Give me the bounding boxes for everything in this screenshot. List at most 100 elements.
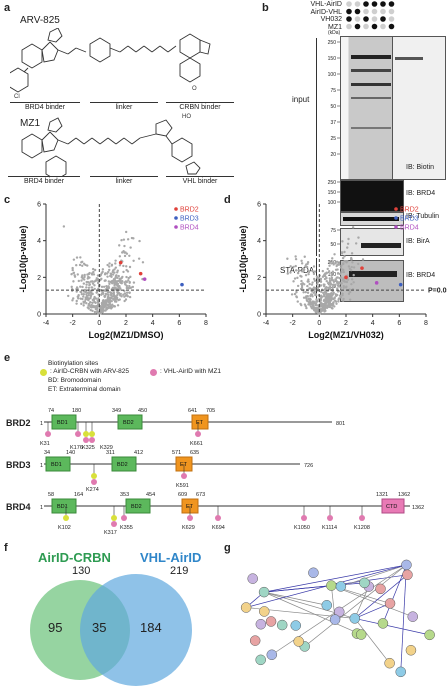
venn-circle-vhl-airid <box>80 574 192 686</box>
data-point <box>311 281 314 284</box>
ib-brd4-pda: IB: BRD4 <box>406 272 436 279</box>
condition-dot <box>354 23 361 30</box>
y-tick-label: 4 <box>257 238 261 245</box>
y-axis-title: -Log10(p-value) <box>238 225 248 292</box>
condition-dot <box>380 16 386 22</box>
data-point <box>286 257 289 260</box>
data-point <box>104 272 107 275</box>
brd2-end: 801 <box>336 421 345 427</box>
brd3-start: 1 <box>40 463 43 469</box>
panel-e-label: e <box>4 352 11 364</box>
data-point <box>335 276 338 279</box>
brd4-site: K694 <box>212 525 225 531</box>
string-network <box>240 559 435 678</box>
network-node <box>255 654 266 666</box>
data-point <box>114 259 117 262</box>
data-point <box>296 300 299 303</box>
data-point <box>125 275 128 279</box>
mz1-vhl-binder-label: VHL binder <box>166 176 234 185</box>
data-point <box>326 296 329 299</box>
condition-dot <box>380 23 386 30</box>
mw-marker-label: 75 <box>330 88 336 94</box>
data-point <box>101 270 104 274</box>
data-point <box>337 298 340 301</box>
data-point <box>103 295 107 299</box>
y-tick-label: 2 <box>37 275 41 282</box>
data-point <box>111 270 114 274</box>
data-point <box>282 266 286 269</box>
domain-diagram: BRD2 1 801 BD1 BD2 ET 74 180 349 450 641… <box>6 408 424 536</box>
data-point <box>93 284 96 287</box>
brd4-ctd <box>381 498 405 514</box>
data-point <box>125 280 128 284</box>
data-point <box>130 236 134 240</box>
data-point <box>336 287 339 290</box>
data-point <box>81 285 84 289</box>
data-point <box>310 302 313 306</box>
data-point <box>328 295 332 299</box>
panel-d-label: d <box>224 194 231 206</box>
network-node <box>395 666 406 678</box>
data-point <box>339 276 343 279</box>
data-point <box>299 302 302 306</box>
data-point <box>328 260 331 264</box>
legend-label: BRD4 <box>180 225 199 232</box>
data-point <box>123 292 127 295</box>
data-point <box>115 274 118 277</box>
data-point <box>106 275 109 278</box>
panel-c-label: c <box>4 194 11 206</box>
data-point <box>293 277 297 280</box>
data-point <box>120 239 123 242</box>
brd3-name: BRD3 <box>6 460 31 470</box>
data-point <box>332 263 335 266</box>
data-point <box>110 282 114 285</box>
brd3-num: 311 <box>106 450 115 456</box>
data-point <box>305 263 308 266</box>
network-node <box>321 600 333 611</box>
data-point <box>108 262 111 265</box>
mw-marker-label: 250 <box>328 40 337 46</box>
brd3-num: 34 <box>44 450 50 456</box>
data-point <box>110 306 114 309</box>
data-point <box>300 282 303 286</box>
data-point <box>304 290 307 294</box>
data-point <box>77 297 80 300</box>
data-point <box>289 271 292 274</box>
legend-label: BRD2 <box>180 207 199 214</box>
data-point <box>91 301 94 305</box>
data-point <box>311 270 314 273</box>
data-point <box>323 274 327 278</box>
y-tick-label: 6 <box>37 202 41 209</box>
network-node <box>240 602 252 613</box>
panel-a-label: a <box>4 2 11 14</box>
data-point <box>302 291 305 294</box>
brd2-num: 74 <box>48 408 54 414</box>
data-point <box>72 271 75 275</box>
data-point <box>124 298 128 301</box>
brd3-num: 140 <box>66 450 75 456</box>
data-point <box>292 265 295 269</box>
data-point <box>102 299 105 303</box>
data-point <box>114 280 117 283</box>
mw-marker-label: 25 <box>330 136 336 142</box>
data-point <box>327 303 330 306</box>
condition-dot <box>346 16 352 22</box>
data-point <box>328 264 331 267</box>
data-point <box>86 306 90 309</box>
data-point <box>329 297 333 301</box>
data-point <box>106 303 109 307</box>
ib-bira: IB: BirA <box>406 238 430 245</box>
brd3-site: K591 <box>176 483 189 489</box>
data-point <box>125 286 128 290</box>
data-point <box>350 278 354 281</box>
crbn-site-icon <box>40 369 47 376</box>
data-point <box>115 287 119 291</box>
brd2-et-label: ET <box>196 420 204 426</box>
data-point <box>342 279 346 283</box>
legend-dot <box>394 207 398 211</box>
data-point <box>73 275 77 278</box>
condition-dot <box>380 8 386 15</box>
input-bracket <box>316 38 317 256</box>
network-edge <box>354 574 408 619</box>
highlight-point-brd3 <box>180 282 184 287</box>
